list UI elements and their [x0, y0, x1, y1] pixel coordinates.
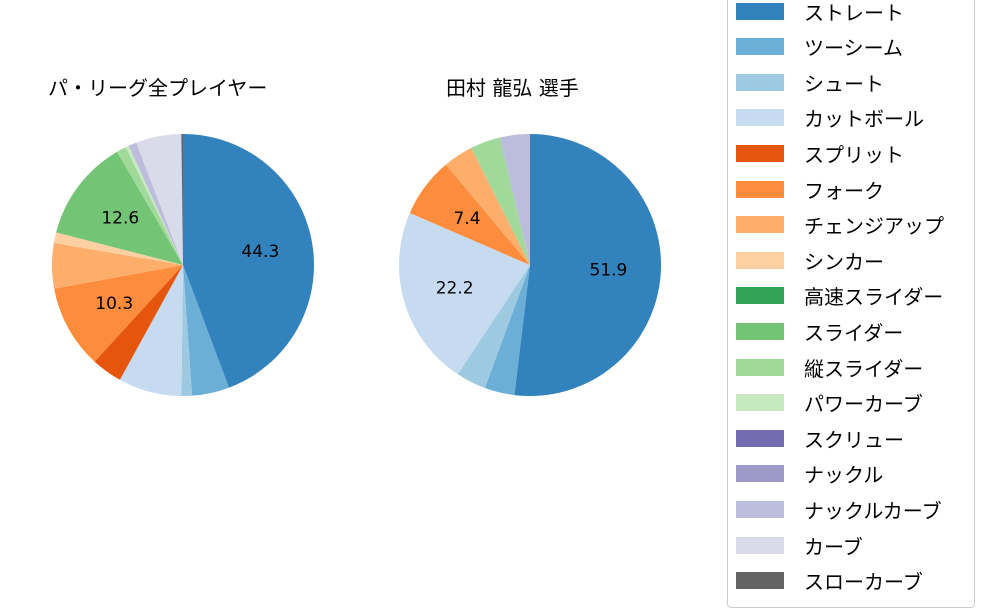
- pie-slice: [457, 265, 530, 388]
- legend-item: スクリュー: [736, 426, 904, 452]
- pie-slice: [445, 147, 530, 265]
- legend-item: 縦スライダー: [736, 355, 924, 381]
- legend-label: シンカー: [804, 249, 884, 274]
- legend-swatch: [736, 429, 784, 447]
- legend-item: カーブ: [736, 533, 863, 559]
- pie-value-label: 44.3: [241, 242, 279, 262]
- legend-label: チェンジアップ: [804, 214, 944, 239]
- legend-item: ナックル: [736, 462, 884, 488]
- legend-item: ストレート: [736, 0, 904, 25]
- legend-swatch: [736, 144, 784, 162]
- legend-label: カーブ: [804, 534, 863, 559]
- legend-item: 高速スライダー: [736, 284, 944, 310]
- pie-player: 51.9 22.2 7.4: [399, 134, 662, 397]
- legend-label: 高速スライダー: [804, 285, 944, 310]
- pie-slice: [181, 134, 183, 265]
- legend: ストレートツーシームシュートカットボール スプリットフォークチェンジアップ シンカー…: [727, 0, 975, 608]
- chart-title-player: 田村 龍弘 選手: [446, 76, 579, 100]
- pie-charts: 44.3 10.3 12.6 51.9 22.2 7.4: [52, 134, 662, 397]
- legend-label: 縦スライダー: [804, 356, 924, 381]
- legend-label: シュート: [804, 71, 884, 96]
- legend-item: スプリット: [736, 141, 904, 167]
- chart-title-league: パ・リーグ全プレイヤー: [48, 76, 268, 100]
- legend-swatch: [736, 322, 784, 340]
- pie-slice: [52, 242, 184, 289]
- legend-label: ナックルカーブ: [804, 498, 942, 523]
- legend-item: パワーカーブ: [736, 391, 923, 417]
- legend-label: フォーク: [804, 178, 884, 203]
- pie-slice: [56, 151, 184, 265]
- legend-swatch: [736, 287, 784, 305]
- pie-slice: [94, 265, 183, 380]
- pie-slice: [181, 265, 193, 396]
- pie-slice: [119, 265, 183, 396]
- legend-label: カットボール: [804, 107, 924, 132]
- pie-slice: [484, 265, 530, 396]
- pie-slice: [117, 147, 183, 265]
- pie-slice: [183, 134, 314, 388]
- pie-slice: [471, 137, 530, 265]
- legend-swatch: [736, 394, 784, 412]
- legend-label: ストレート: [804, 0, 904, 25]
- legend-item: シュート: [736, 70, 884, 96]
- pie-value-label: 12.6: [101, 209, 139, 229]
- pie-slice: [125, 145, 183, 265]
- legend-label: ナックル: [804, 463, 884, 488]
- pie-slice: [409, 164, 530, 265]
- legend-label: パワーカーブ: [804, 392, 923, 417]
- legend-swatch: [736, 465, 784, 483]
- pie-league: 44.3 10.3 12.6: [52, 134, 314, 396]
- legend-swatch: [736, 358, 784, 376]
- legend-item: ナックルカーブ: [736, 497, 942, 523]
- legend-item: チェンジアップ: [736, 213, 944, 239]
- pie-slice: [54, 265, 184, 362]
- legend-item: シンカー: [736, 248, 884, 274]
- legend-item: ツーシーム: [736, 35, 903, 61]
- legend-swatch: [736, 536, 784, 554]
- legend-item: スローカーブ: [736, 569, 923, 595]
- pie-slice: [128, 142, 183, 265]
- pie-slice: [399, 212, 530, 375]
- pie-slice: [183, 265, 229, 396]
- legend-label: ツーシーム: [804, 36, 903, 61]
- pie-slice: [53, 232, 184, 265]
- legend-swatch: [736, 109, 784, 127]
- legend-item: フォーク: [736, 177, 884, 203]
- legend-swatch: [736, 572, 784, 590]
- legend-swatch: [736, 216, 784, 234]
- pie-value-label: 51.9: [590, 261, 628, 281]
- legend-swatch: [736, 500, 784, 518]
- legend-item: スライダー: [736, 319, 904, 345]
- pie-value-label: 22.2: [436, 278, 474, 298]
- legend-label: スプリット: [804, 142, 904, 167]
- legend-swatch: [736, 73, 784, 91]
- pie-slice: [514, 134, 662, 397]
- legend-swatch: [736, 180, 784, 198]
- legend-swatch: [736, 38, 784, 56]
- legend-item: カットボール: [736, 106, 924, 132]
- legend-swatch: [736, 251, 784, 269]
- legend-label: スクリュー: [804, 427, 904, 452]
- legend-swatch: [736, 2, 784, 20]
- legend-label: スライダー: [804, 320, 904, 345]
- legend-label: スローカーブ: [804, 570, 923, 595]
- pie-slice: [136, 134, 183, 265]
- pie-slice: [499, 134, 530, 265]
- pie-value-label: 10.3: [95, 294, 133, 314]
- pie-value-label: 7.4: [453, 209, 480, 229]
